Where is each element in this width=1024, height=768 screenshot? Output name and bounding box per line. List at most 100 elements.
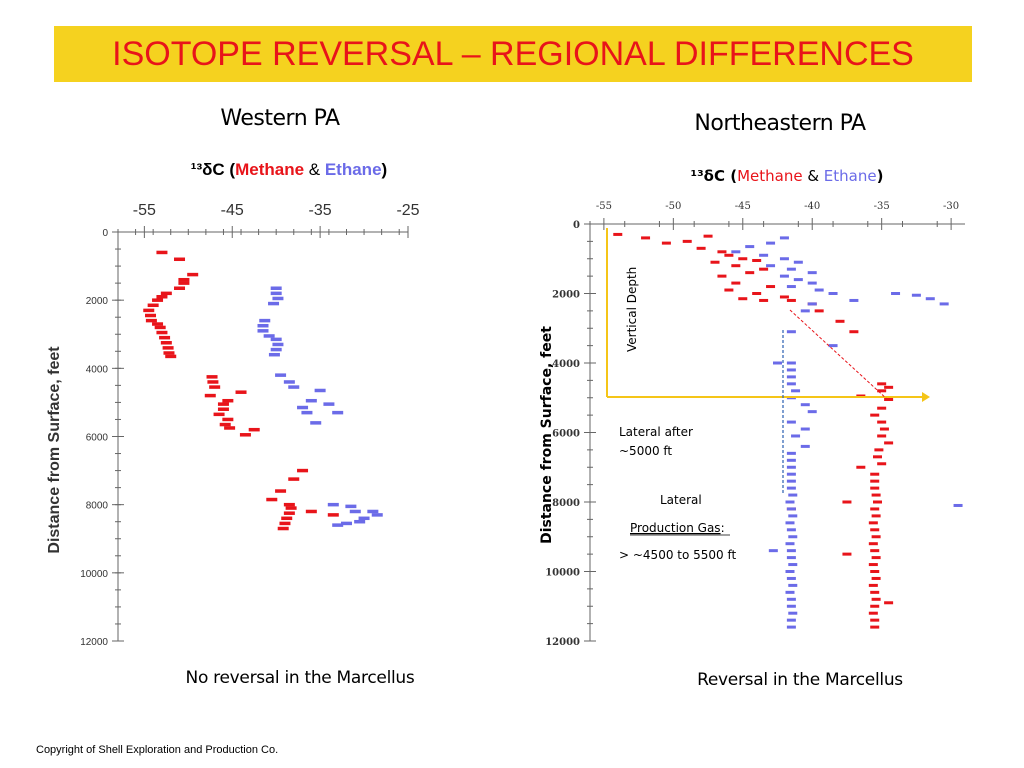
title-bar: ISOTOPE REVERSAL – REGIONAL DIFFERENCES <box>54 26 972 82</box>
x-tick-label: -25 <box>396 202 419 219</box>
data-point <box>870 549 880 553</box>
x-tick-label: -30 <box>943 201 959 212</box>
data-point <box>283 511 295 515</box>
data-point <box>724 288 734 292</box>
data-point <box>870 590 880 594</box>
data-point <box>257 323 269 328</box>
data-point <box>871 556 881 560</box>
data-point <box>785 570 795 573</box>
data-point <box>884 441 894 445</box>
data-point <box>884 385 894 389</box>
data-point <box>323 402 335 406</box>
data-point <box>759 253 769 257</box>
data-point <box>160 291 172 296</box>
y-tick-label: 10000 <box>545 568 580 579</box>
lateral-after-line1: Lateral after <box>619 425 693 439</box>
data-point <box>807 281 817 285</box>
copyright-notice: Copyright of Shell Exploration and Produ… <box>36 744 279 756</box>
data-point <box>884 397 894 401</box>
data-point <box>285 506 297 510</box>
data-point <box>879 427 889 431</box>
data-point <box>281 516 293 521</box>
data-point <box>871 514 881 518</box>
series-ethane <box>731 236 963 507</box>
data-point <box>953 503 963 507</box>
data-point <box>163 351 175 355</box>
x-tick-label: -55 <box>596 201 612 212</box>
data-point <box>178 281 190 285</box>
data-point <box>340 521 352 526</box>
data-point <box>788 563 798 567</box>
data-point <box>870 618 880 622</box>
data-point <box>224 426 236 430</box>
data-point <box>703 234 713 238</box>
data-point <box>870 413 880 417</box>
data-point <box>877 382 887 386</box>
data-point <box>731 281 741 285</box>
data-point <box>842 552 852 556</box>
data-point <box>235 390 247 394</box>
x-tick-label: -45 <box>735 201 751 212</box>
data-point <box>870 625 880 629</box>
data-point <box>752 258 762 262</box>
data-point <box>786 528 796 532</box>
data-point <box>828 292 838 295</box>
x-tick-label: -55 <box>133 202 156 219</box>
data-point <box>786 382 796 386</box>
data-point <box>206 375 218 379</box>
data-point <box>868 521 878 525</box>
data-point <box>259 318 271 323</box>
production-gas-colon: : <box>721 521 725 535</box>
data-point <box>297 468 309 473</box>
data-point <box>786 458 796 462</box>
data-point <box>279 521 291 526</box>
slide-title: ISOTOPE REVERSAL – REGIONAL DIFFERENCES <box>112 35 914 73</box>
data-point <box>785 542 795 546</box>
data-point <box>779 274 789 278</box>
data-point <box>786 368 796 372</box>
data-point <box>305 398 317 403</box>
data-point <box>877 462 887 466</box>
data-point <box>793 260 803 264</box>
y-tick-label: 12000 <box>545 637 580 648</box>
data-point <box>266 497 278 502</box>
data-point <box>786 486 796 490</box>
data-point <box>849 330 859 334</box>
data-point <box>779 257 789 261</box>
data-point <box>828 344 838 348</box>
data-point <box>207 380 219 384</box>
y-tick-label: 6000 <box>86 433 109 444</box>
ne-subtitle-prefix: ¹³δC ( <box>691 167 738 185</box>
data-point <box>788 611 798 615</box>
data-point <box>272 296 284 301</box>
data-point <box>786 375 796 379</box>
lateral-line3: > ~4500 to 5500 ft <box>619 548 737 562</box>
data-point <box>187 272 199 277</box>
west-subtitle-prefix: ¹³δC ( <box>191 160 236 179</box>
data-point <box>717 274 727 278</box>
data-point <box>856 465 866 469</box>
data-point <box>745 245 755 249</box>
data-point <box>871 576 881 580</box>
data-point <box>800 444 810 448</box>
west-subtitle-ethane: Ethane <box>325 160 382 179</box>
data-point <box>174 286 186 290</box>
data-point <box>724 253 734 257</box>
data-point <box>270 347 282 352</box>
data-point <box>301 410 313 415</box>
data-point <box>870 604 880 608</box>
data-point <box>807 271 817 275</box>
data-point <box>807 302 817 306</box>
data-point <box>174 257 186 262</box>
data-point <box>786 618 796 622</box>
data-point <box>884 601 894 605</box>
data-point <box>842 500 852 504</box>
data-point <box>327 502 339 507</box>
data-point <box>305 509 317 514</box>
data-point <box>788 493 798 497</box>
data-point <box>152 322 164 326</box>
y-tick-label: 0 <box>102 228 108 239</box>
data-point <box>814 309 824 313</box>
data-point <box>773 361 782 365</box>
west-ylabel: Distance from Surface, feet <box>46 346 63 554</box>
